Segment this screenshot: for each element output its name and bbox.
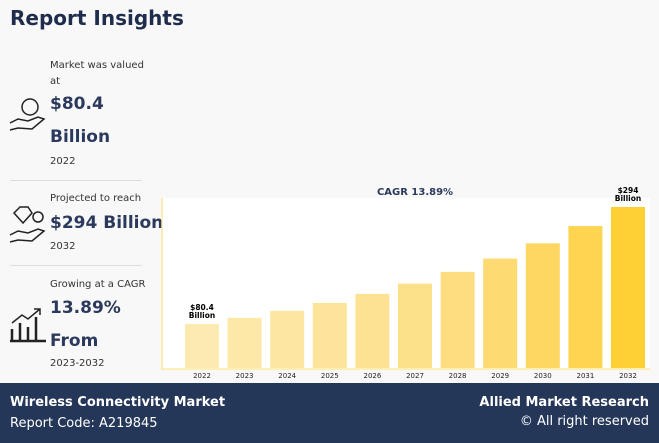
bar [611,207,645,368]
stat-label: Projected to reach [50,193,142,204]
bar [355,293,390,368]
growth-icon [10,308,46,343]
footer: Wireless Connectivity Market Report Code… [0,383,659,443]
x-tick-label: 2023 [236,372,254,380]
chart: CAGR 13.89% 2022 $80.4 Billion 2023 2024 2025… [161,186,650,380]
stat-value: $80.4 Billion [50,94,111,147]
x-tick-label: 2029 [491,372,509,380]
data-label: $294 Billion [615,186,642,203]
x-tick-label: 2027 [406,372,424,380]
stat-value: $294 Billion [50,213,164,233]
stat-label: Growing at a CAGR [50,279,146,290]
stat-year: 2022 [50,156,76,167]
bar [270,310,305,368]
report-code: Report Code: A219845 [10,416,158,431]
stat-year: 2023-2032 [50,358,105,369]
money-icon [9,98,46,131]
divider [10,180,142,181]
x-tick-label: 2032 [619,372,637,380]
brand: Allied Market Research [479,395,649,410]
x-tick-label: 2026 [363,372,381,380]
x-tick-label: 2024 [278,372,296,380]
bar [483,258,518,368]
market-name: Wireless Connectivity Market [10,395,226,410]
stat-value: 13.89% From [50,298,121,351]
bar [398,283,432,368]
title: Report Insights [10,6,184,30]
stat-year: 2032 [50,241,76,252]
x-tick-label: 2028 [449,372,467,380]
x-tick-label: 2030 [534,372,552,380]
bar [312,302,347,368]
x-tick-label: 2025 [321,372,339,380]
data-label: $80.4 Billion [189,303,216,320]
bar [568,226,603,368]
divider [10,265,142,266]
stat-label: Market was valued at [50,60,144,87]
bar [525,243,560,368]
bar [227,317,262,368]
x-tick-label: 2031 [576,372,594,380]
bar [440,271,475,368]
chart-title: CAGR 13.89% [377,187,453,198]
rights: © All right reserved [519,414,649,429]
x-tick-label: 2022 [193,372,211,380]
diamond-icon [9,206,46,243]
bar [185,323,219,368]
